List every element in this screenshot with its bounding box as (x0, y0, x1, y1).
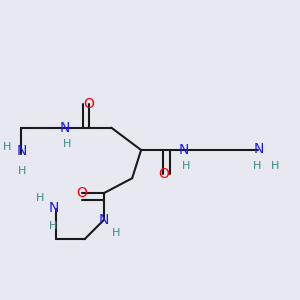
Text: H: H (253, 161, 261, 171)
Text: H: H (63, 139, 71, 149)
Text: H: H (3, 142, 11, 152)
Text: N: N (253, 142, 264, 155)
Text: N: N (48, 201, 59, 215)
Text: N: N (17, 145, 27, 158)
Text: O: O (84, 97, 94, 111)
Text: H: H (271, 161, 279, 171)
Text: H: H (36, 193, 44, 202)
Text: O: O (158, 167, 169, 181)
Text: H: H (112, 228, 120, 238)
Text: H: H (18, 166, 26, 176)
Text: N: N (60, 121, 70, 135)
Text: N: N (179, 143, 189, 157)
Text: H: H (49, 221, 58, 231)
Text: H: H (182, 161, 190, 171)
Text: O: O (76, 186, 87, 200)
Text: N: N (99, 213, 109, 227)
